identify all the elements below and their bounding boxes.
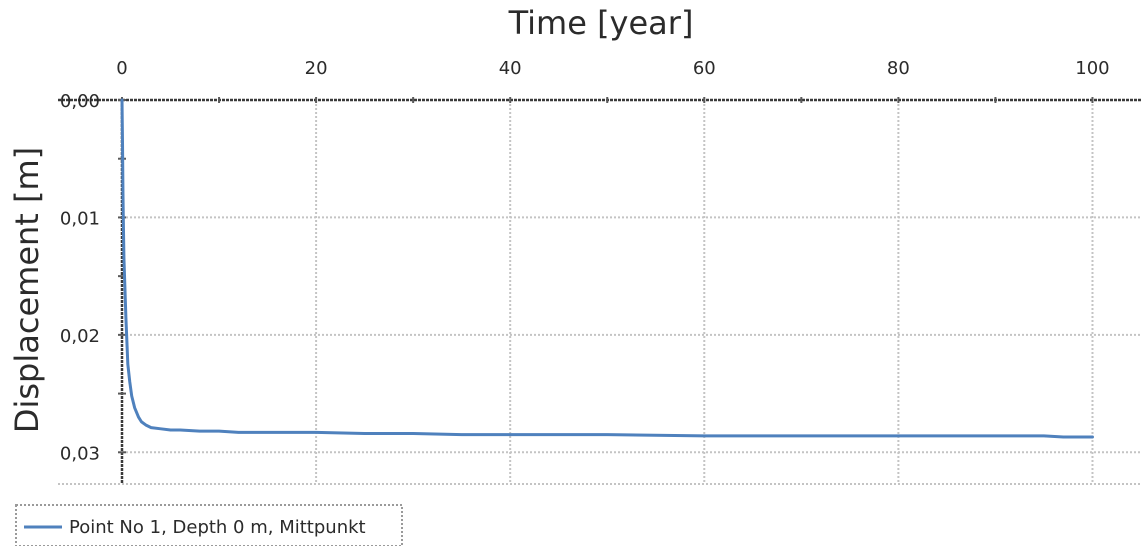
labels: Time [year] Displacement [m] 0 20 40 60 80 10… [8,4,1110,464]
grid [58,100,1141,485]
axes [58,97,1141,484]
x-tick-label: 80 [887,58,910,79]
y-axis-title: Displacement [m] [8,147,46,433]
y-tick-label: 0,02 [60,326,100,347]
x-tick-label: 40 [499,58,522,79]
y-tick-label: 0,01 [60,208,100,229]
x-axis-title: Time [year] [508,4,694,42]
legend: Point No 1, Depth 0 m, Mittpunkt [15,504,403,547]
x-tick-label: 60 [693,58,716,79]
y-tick-label: 0,00 [60,91,100,112]
legend-label: Point No 1, Depth 0 m, Mittpunkt [69,517,366,538]
series-layer [120,98,1094,439]
x-tick-label: 100 [1075,58,1109,79]
x-tick-label: 20 [305,58,328,79]
x-tick-label: 0 [116,58,127,79]
y-tick-label: 0,03 [60,443,100,464]
series-line [120,98,1094,439]
